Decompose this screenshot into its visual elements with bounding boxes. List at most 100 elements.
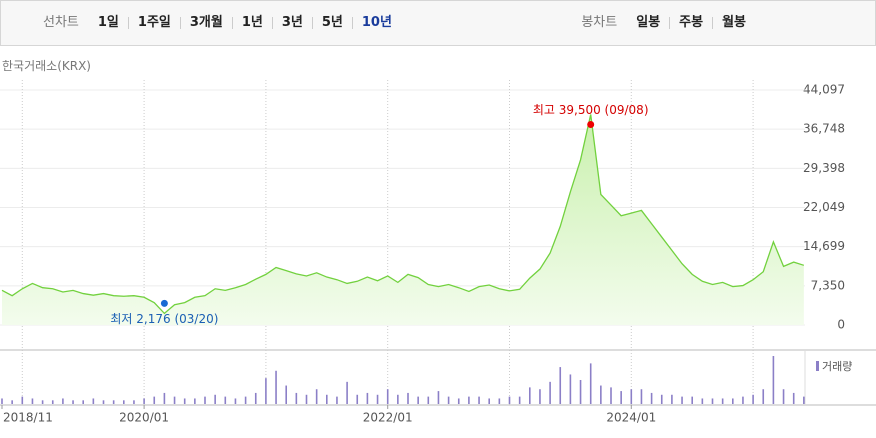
volume-bar — [539, 389, 541, 404]
volume-bar — [183, 398, 186, 404]
volume-bar — [427, 396, 430, 404]
candle-period-tab[interactable]: 일봉 — [636, 15, 661, 30]
volume-bar — [31, 398, 34, 404]
volume-bar — [721, 398, 724, 404]
low-marker — [160, 299, 168, 307]
volume-bar — [782, 389, 785, 404]
volume-bar — [660, 394, 663, 404]
period-tab[interactable]: 1일 — [97, 15, 119, 30]
source-label: 한국거래소(KRX) — [2, 59, 91, 73]
volume-bar — [21, 396, 24, 404]
volume-bar — [41, 400, 44, 404]
volume-bar — [194, 398, 196, 404]
volume-bar — [234, 398, 237, 404]
volume-bar — [224, 396, 227, 404]
volume-bar — [1, 398, 3, 404]
x-tick-label: 2024/01 — [606, 411, 656, 425]
y-tick-label: 22,049 — [803, 200, 845, 214]
volume-bar — [173, 396, 176, 404]
toolbar: 선차트 1일 1주일 3개월 1년 3년 5년 10년 봉차트 일봉 주봉 월봉 — [0, 0, 876, 46]
y-tick-label: 44,097 — [803, 83, 845, 97]
volume-bar — [600, 385, 602, 404]
period-tab[interactable]: 1년 — [231, 16, 272, 29]
price-line — [1, 114, 805, 315]
volume-bar — [498, 398, 501, 404]
y-tick-label: 14,699 — [803, 239, 845, 253]
y-tick-label: 36,748 — [803, 122, 845, 136]
volume-bar — [589, 363, 592, 404]
volume-bar — [133, 400, 135, 404]
volume-bar — [437, 391, 440, 404]
volume-bar — [742, 396, 744, 404]
volume-bar — [417, 396, 419, 404]
price-layer — [1, 114, 805, 325]
high-marker — [587, 120, 595, 128]
volume-bar — [762, 389, 765, 404]
volume-bar — [447, 396, 450, 404]
volume-bar — [691, 396, 693, 404]
volume-bar — [518, 396, 521, 404]
volume-bar — [82, 400, 84, 404]
period-tab[interactable]: 3개월 — [179, 16, 232, 29]
volume-bar — [457, 398, 460, 404]
period-tab[interactable]: 3년 — [271, 16, 312, 29]
volume-bar — [275, 370, 277, 404]
volume-bar — [386, 389, 389, 404]
volume-bar — [508, 396, 511, 404]
volume-bar — [772, 356, 775, 404]
volume-bar — [407, 392, 409, 404]
volume-bar — [650, 392, 653, 404]
volume-bar — [579, 380, 582, 404]
candle-chart-label: 봉차트 — [581, 15, 618, 30]
volume-bar — [305, 394, 308, 404]
volume-bar — [62, 398, 64, 404]
x-tick-label: 2018/11 — [3, 411, 53, 425]
price-area — [2, 114, 804, 325]
volume-bar — [569, 374, 572, 404]
volume-bar — [102, 400, 105, 404]
volume-bar — [366, 392, 369, 404]
volume-bar — [640, 389, 643, 404]
volume-bar — [72, 400, 74, 404]
y-tick-label: 7,350 — [811, 278, 845, 292]
volume-bar — [701, 398, 704, 404]
volume-bar — [265, 378, 267, 404]
volume-bar — [803, 396, 805, 404]
volume-bar — [376, 394, 379, 404]
volume-bar — [620, 391, 622, 404]
volume-bar — [51, 400, 54, 404]
volume-bar — [11, 400, 13, 404]
volume-bar — [336, 396, 338, 404]
x-tick-label: 2022/01 — [363, 411, 413, 425]
candle-period-tab[interactable]: 주봉 — [669, 16, 712, 29]
x-tick-label: 2020/01 — [119, 411, 169, 425]
volume-bar — [244, 396, 247, 404]
volume-bar — [671, 394, 673, 404]
volume-bar — [559, 367, 562, 404]
volume-bar — [326, 394, 328, 404]
period-tab[interactable]: 1주일 — [127, 16, 180, 29]
volume-bar — [295, 392, 298, 404]
candle-period-tab[interactable]: 월봉 — [712, 16, 755, 29]
volume-bar — [711, 398, 714, 404]
y-tick-label: 29,398 — [803, 161, 845, 175]
volume-bar — [468, 396, 470, 404]
volume-bar — [112, 400, 115, 404]
volume-bar — [92, 398, 95, 404]
line-chart-label: 선차트 — [43, 15, 79, 30]
volume-bar — [549, 381, 551, 404]
volume-bar — [752, 394, 754, 404]
volume-bar — [478, 396, 480, 404]
volume-bar — [123, 400, 125, 404]
volume-bar — [630, 389, 633, 404]
volume-bar — [204, 396, 206, 404]
period-tab[interactable]: 10년 — [351, 16, 401, 29]
volume-bar — [397, 394, 399, 404]
volume-bar — [346, 381, 348, 404]
high-label: 최고 39,500 (09/08) — [533, 103, 649, 117]
period-tab[interactable]: 5년 — [311, 16, 352, 29]
low-label: 최저 2,176 (03/20) — [110, 312, 218, 326]
legend-swatch — [816, 361, 819, 371]
